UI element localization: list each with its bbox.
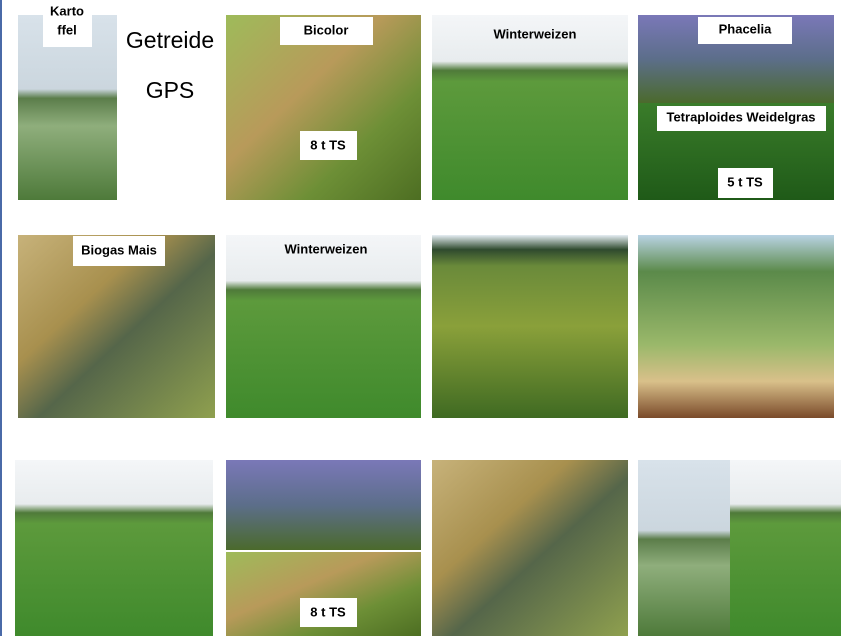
photo-potato: [638, 460, 730, 636]
photo-field: [432, 235, 628, 418]
subtitle: GPS: [146, 77, 195, 103]
photo-beets: [638, 235, 834, 418]
label: 5 t TS: [727, 174, 763, 189]
photo-wheat: [730, 460, 841, 636]
label: Biogas Mais: [81, 242, 157, 257]
title: Getreide: [126, 27, 214, 53]
label: Bicolor: [304, 22, 349, 37]
label: Karto: [50, 3, 84, 18]
label: 8 t TS: [310, 137, 346, 152]
label: Winterweizen: [285, 241, 368, 256]
label: 8 t TS: [310, 604, 346, 619]
label: Phacelia: [719, 21, 773, 36]
photo-wheat: [15, 460, 213, 636]
slide: Karto ffel Getreide GPS Bicolor 8 t TS W…: [0, 0, 841, 636]
label: ffel: [57, 22, 77, 37]
label: Winterweizen: [494, 26, 577, 41]
photo-wheat: [432, 15, 628, 200]
photo-mais: [432, 460, 628, 636]
label: Tetraploides Weidelgras: [666, 109, 815, 124]
photo-phacelia: [226, 460, 421, 550]
photo-wheat: [226, 235, 421, 418]
